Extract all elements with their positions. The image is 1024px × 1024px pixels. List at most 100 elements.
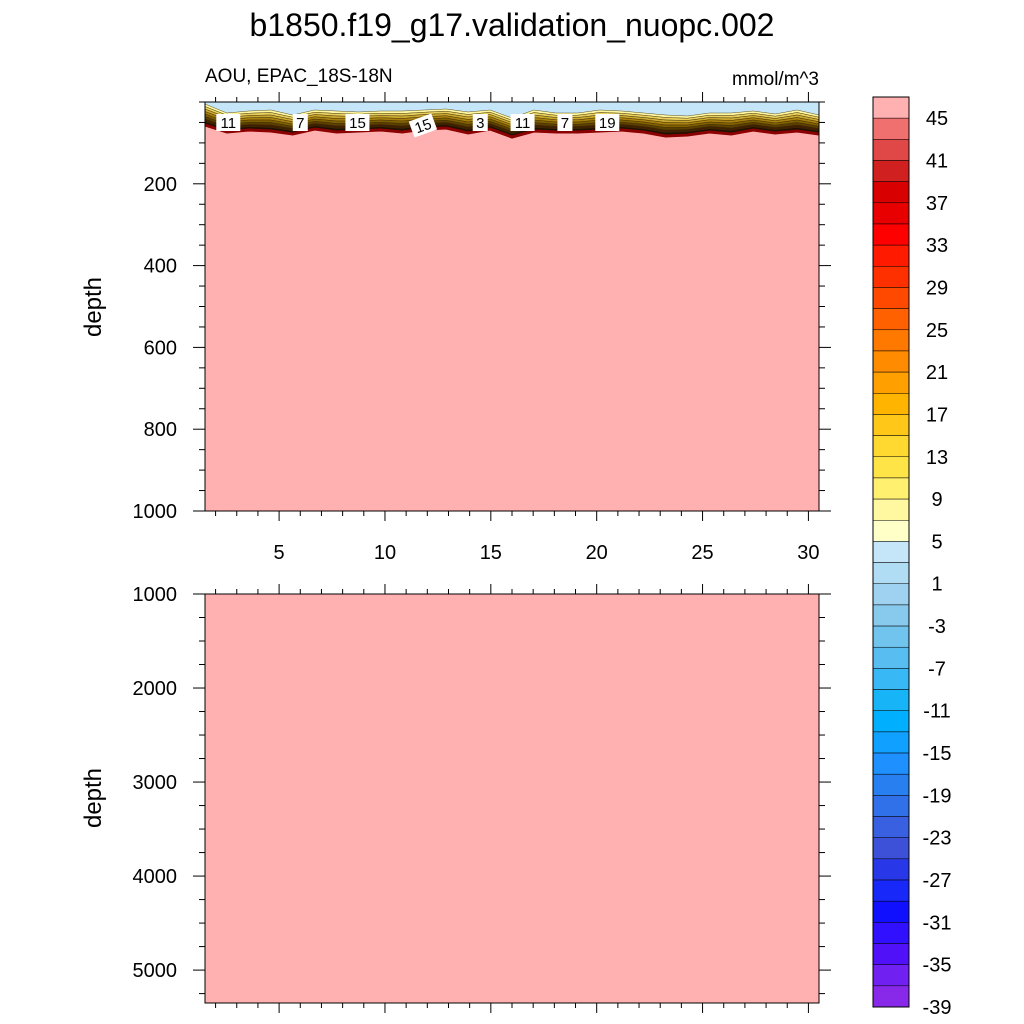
contour-label-box bbox=[345, 114, 370, 131]
colorbar-label: 41 bbox=[926, 150, 948, 172]
contour-label-box bbox=[408, 113, 438, 138]
contour-label-text: 7 bbox=[561, 115, 569, 132]
contour-label: 15 bbox=[408, 113, 438, 138]
contour-label-box bbox=[292, 114, 308, 131]
upper-plot-fill bbox=[205, 102, 819, 511]
colorbar-swatch bbox=[872, 477, 910, 500]
contour-label-box bbox=[472, 114, 488, 131]
colorbar-swatch bbox=[872, 202, 910, 225]
colorbar-swatch bbox=[872, 520, 910, 542]
contour-label-text: 11 bbox=[221, 115, 237, 132]
x-tick-label: 15 bbox=[480, 542, 502, 564]
contour-label: 7 bbox=[557, 114, 573, 132]
colorbar-swatch bbox=[872, 943, 910, 965]
upper-depth-panel: AOU, EPAC_18S-18N mmol/m^3 11 7 15 15 3 11 7 19… bbox=[80, 66, 831, 564]
contour-label-text: 19 bbox=[599, 115, 616, 132]
y-axis-label-upper: depth bbox=[80, 277, 107, 337]
colorbar-swatch bbox=[872, 181, 910, 204]
x-axis-ticks-lower bbox=[215, 584, 809, 1013]
colorbar-swatch bbox=[872, 244, 910, 267]
x-tick-label: 5 bbox=[274, 542, 285, 564]
contour-label: 19 bbox=[595, 114, 620, 132]
y-tick-label: 400 bbox=[144, 256, 177, 278]
colorbar-frame bbox=[872, 96, 910, 1008]
colorbar-swatch bbox=[872, 350, 910, 373]
colorbar-label: 45 bbox=[926, 108, 948, 130]
colorbar-label: -3 bbox=[928, 616, 946, 638]
y-tick-label: 800 bbox=[144, 419, 177, 441]
colorbar-swatch bbox=[872, 668, 910, 690]
colorbar-swatch bbox=[872, 414, 910, 436]
y-tick-label: 5000 bbox=[133, 960, 178, 982]
colorbar-swatch bbox=[872, 837, 910, 860]
colorbar-swatch bbox=[872, 964, 910, 987]
colorbar-label: 1 bbox=[931, 574, 942, 596]
colorbar-swatch bbox=[872, 117, 910, 140]
colorbar-swatch bbox=[872, 795, 910, 817]
colorbar-label: -27 bbox=[923, 870, 952, 892]
y-tick-label: 3000 bbox=[133, 772, 178, 794]
panel-left-label: AOU, EPAC_18S-18N bbox=[205, 66, 393, 87]
colorbar-swatch bbox=[872, 393, 910, 415]
colorbar-swatch bbox=[872, 689, 910, 711]
colorbar-label: -7 bbox=[928, 658, 946, 680]
colorbar-label: 5 bbox=[931, 531, 942, 553]
x-tick-label: 25 bbox=[691, 542, 713, 564]
contour-label-text: 15 bbox=[349, 115, 366, 132]
contour-label-text: 7 bbox=[296, 115, 304, 132]
figure-title: b1850.f19_g17.validation_nuopc.002 bbox=[250, 7, 775, 43]
colorbar-label: 13 bbox=[926, 447, 948, 469]
colorbar-label: 17 bbox=[926, 404, 948, 426]
colorbar-swatch bbox=[872, 583, 910, 606]
contour-label-box bbox=[595, 114, 620, 131]
contour-label: 15 bbox=[345, 114, 370, 132]
contour-label-text: 11 bbox=[515, 115, 531, 132]
colorbar-swatch bbox=[872, 160, 910, 182]
y-tick-label: 4000 bbox=[133, 866, 178, 888]
y-tick-label: 600 bbox=[144, 337, 177, 359]
y-axis-ticks-lower: 1000 2000 3000 4000 5000 bbox=[133, 584, 831, 995]
contour-label-box bbox=[510, 114, 535, 131]
colorbar-label: 25 bbox=[926, 320, 948, 342]
colorbar-swatch bbox=[872, 985, 910, 1008]
contour-label-text: 3 bbox=[476, 115, 484, 132]
colorbar-swatch bbox=[872, 541, 910, 563]
contour-label: 11 bbox=[510, 114, 535, 132]
panel-units-label: mmol/m^3 bbox=[732, 69, 819, 90]
colorbar-label: -39 bbox=[923, 997, 952, 1019]
colorbar-swatch bbox=[872, 604, 910, 627]
colorbar-swatch bbox=[872, 752, 910, 775]
colorbar-label: -31 bbox=[923, 912, 952, 934]
contour-label: 7 bbox=[292, 114, 308, 132]
contour-labels: 11 7 15 15 3 11 7 19 bbox=[216, 113, 620, 138]
colorbar-label: -23 bbox=[923, 828, 952, 850]
colorbar-swatch bbox=[872, 371, 910, 394]
x-tick-label: 20 bbox=[586, 542, 608, 564]
y-tick-label: 1000 bbox=[133, 584, 178, 606]
colorbar-swatch bbox=[872, 625, 910, 648]
lower-depth-panel: 1000 2000 3000 4000 5000 depth bbox=[80, 584, 831, 1013]
y-tick-label: 200 bbox=[144, 174, 177, 196]
colorbar-swatch bbox=[872, 816, 910, 838]
colorbar-swatch bbox=[872, 287, 910, 309]
colorbar-swatch bbox=[872, 731, 910, 754]
x-axis-ticks: 5 10 15 20 25 30 bbox=[215, 92, 820, 564]
colorbar-swatch bbox=[872, 922, 910, 944]
contour-label: 3 bbox=[472, 114, 488, 132]
colorbar-swatch bbox=[872, 646, 910, 669]
colorbar-label: 37 bbox=[926, 193, 948, 215]
colorbar-swatch bbox=[872, 900, 910, 923]
colorbar-label: -19 bbox=[923, 785, 952, 807]
colorbar-swatch bbox=[872, 498, 910, 521]
y-axis-label-lower: depth bbox=[80, 768, 107, 828]
contour-label-box bbox=[216, 114, 241, 131]
colorbar-swatch bbox=[872, 96, 910, 119]
colorbar-label: -11 bbox=[923, 701, 950, 723]
colorbar-swatch bbox=[872, 329, 910, 352]
y-tick-label: 2000 bbox=[133, 678, 178, 700]
lower-plot-fill bbox=[205, 594, 819, 1003]
colorbar-labels: 45 41 37 33 29 25 21 17 13 9 5 1 -3 -7 -11 -15 -19 -23 -27… bbox=[923, 108, 952, 1019]
y-axis-ticks: 200 400 600 800 1000 bbox=[133, 101, 831, 523]
colorbar-swatch bbox=[872, 773, 910, 796]
